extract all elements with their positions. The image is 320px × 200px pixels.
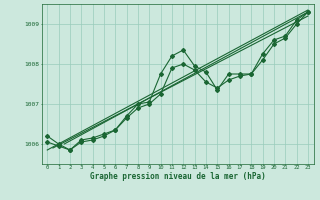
X-axis label: Graphe pression niveau de la mer (hPa): Graphe pression niveau de la mer (hPa) — [90, 172, 266, 181]
